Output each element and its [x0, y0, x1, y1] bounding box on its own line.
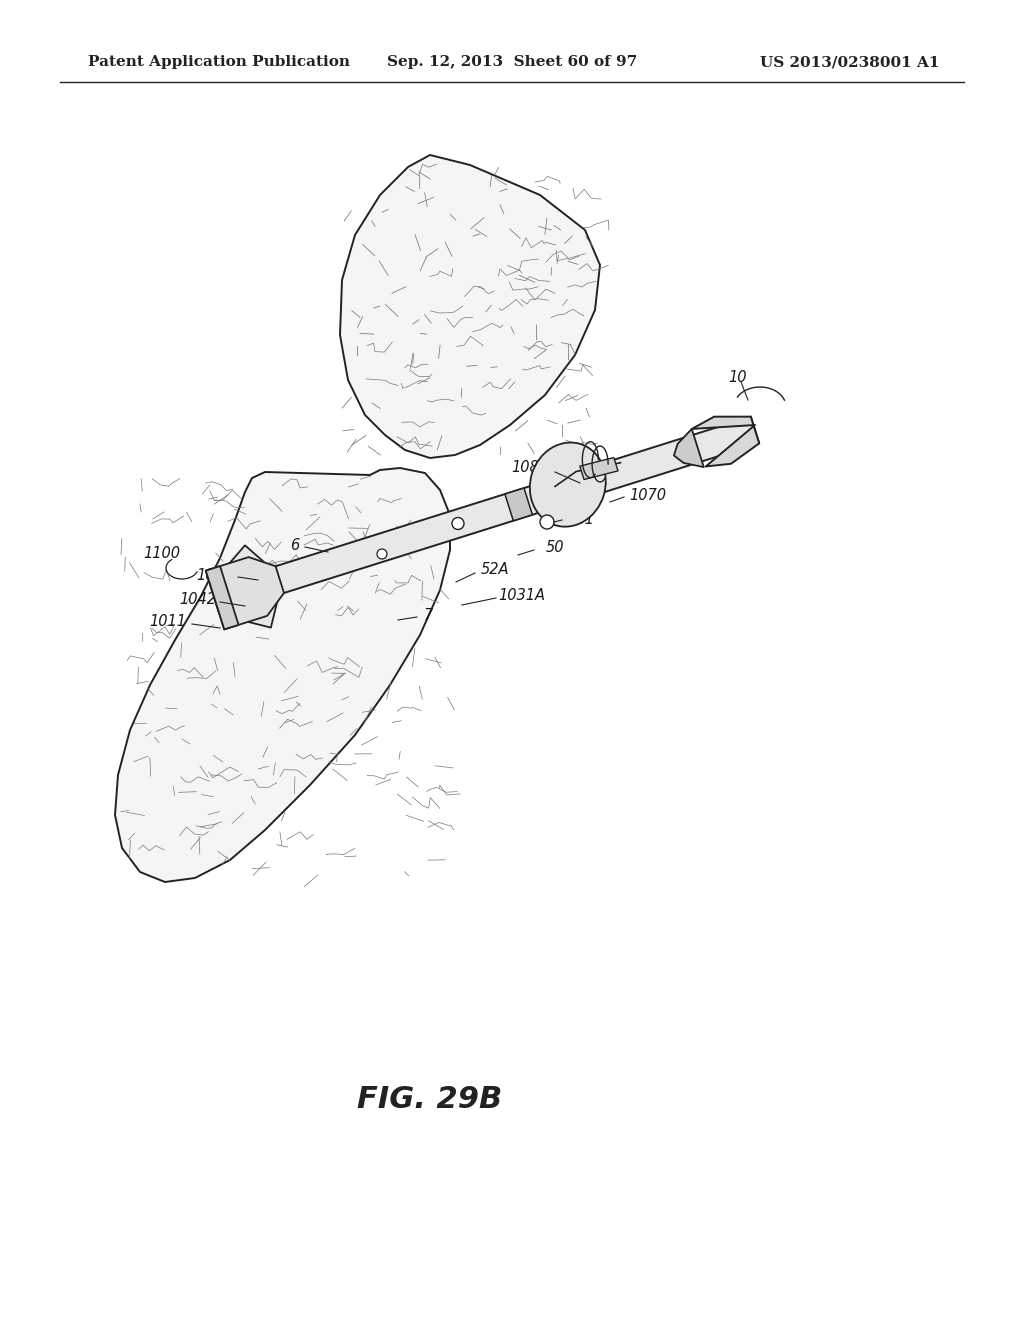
Text: 50: 50: [546, 540, 564, 556]
Circle shape: [540, 515, 554, 529]
Polygon shape: [505, 488, 532, 521]
Polygon shape: [580, 458, 618, 479]
Polygon shape: [340, 154, 600, 458]
Text: 1031A: 1031A: [499, 589, 546, 603]
Text: 6: 6: [291, 537, 300, 553]
Text: FIG. 29B: FIG. 29B: [357, 1085, 503, 1114]
Text: 1100: 1100: [143, 545, 180, 561]
Text: 10: 10: [729, 371, 748, 385]
Text: Sep. 12, 2013  Sheet 60 of 97: Sep. 12, 2013 Sheet 60 of 97: [387, 55, 637, 69]
Polygon shape: [206, 566, 239, 630]
Circle shape: [377, 549, 387, 558]
Text: 52A: 52A: [480, 562, 509, 578]
Polygon shape: [211, 417, 759, 614]
Polygon shape: [229, 545, 278, 627]
Polygon shape: [674, 429, 703, 467]
Text: 7: 7: [423, 607, 432, 623]
Text: 1070: 1070: [630, 487, 667, 503]
Text: 1020: 1020: [197, 568, 233, 582]
Text: Patent Application Publication: Patent Application Publication: [88, 55, 350, 69]
Text: 1011: 1011: [150, 615, 186, 630]
Text: 1042: 1042: [179, 593, 216, 607]
Text: US 2013/0238001 A1: US 2013/0238001 A1: [761, 55, 940, 69]
Text: 1080: 1080: [512, 461, 549, 475]
Polygon shape: [206, 557, 284, 630]
Polygon shape: [692, 417, 759, 466]
Circle shape: [452, 517, 464, 529]
Text: 1081: 1081: [557, 512, 595, 528]
Polygon shape: [115, 469, 450, 882]
Ellipse shape: [529, 442, 606, 527]
